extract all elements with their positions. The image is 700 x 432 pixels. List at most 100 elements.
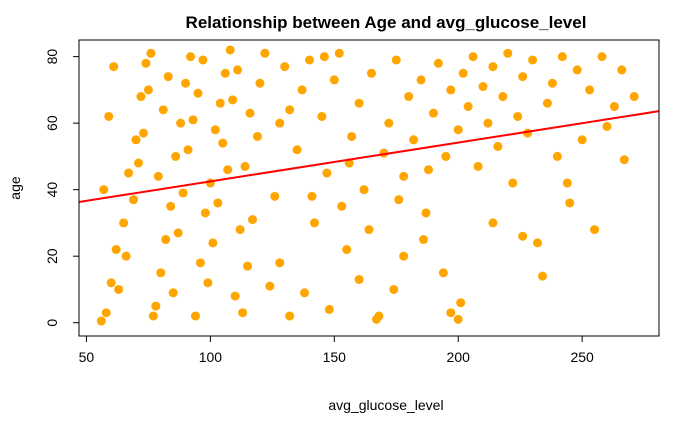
- data-point: [438, 268, 448, 278]
- data-point: [366, 68, 376, 78]
- data-point: [168, 288, 178, 298]
- data-point: [478, 82, 488, 92]
- data-point: [364, 225, 374, 235]
- data-point: [513, 111, 523, 121]
- data-point: [359, 185, 369, 195]
- data-point: [292, 145, 302, 155]
- data-point: [245, 108, 255, 118]
- data-point: [106, 278, 116, 288]
- data-point: [446, 308, 456, 318]
- data-point: [421, 208, 431, 218]
- data-point: [533, 238, 543, 248]
- data-point: [248, 215, 258, 225]
- data-point: [285, 105, 295, 115]
- data-point: [508, 178, 518, 188]
- data-point: [354, 98, 364, 108]
- data-point: [329, 75, 339, 85]
- data-point: [619, 155, 629, 165]
- x-tick-label: 150: [323, 349, 347, 365]
- data-point: [337, 201, 347, 211]
- data-point: [590, 225, 600, 235]
- data-point: [297, 85, 307, 95]
- data-point: [433, 58, 443, 68]
- data-point: [384, 118, 394, 128]
- data-point: [235, 225, 245, 235]
- data-point: [99, 185, 109, 195]
- data-point: [129, 195, 139, 205]
- x-axis: 50 100 150 200 250: [79, 335, 594, 365]
- data-point: [458, 68, 468, 78]
- data-point: [441, 151, 451, 161]
- data-point: [305, 55, 315, 65]
- data-point: [133, 158, 143, 168]
- data-point: [473, 161, 483, 171]
- data-point: [151, 301, 161, 311]
- data-point: [119, 218, 129, 228]
- data-point: [178, 188, 188, 198]
- data-point: [446, 85, 456, 95]
- data-point: [171, 151, 181, 161]
- data-point: [158, 105, 168, 115]
- data-point: [552, 151, 562, 161]
- data-point: [562, 178, 572, 188]
- data-point: [203, 278, 213, 288]
- data-point: [161, 235, 171, 245]
- data-point: [109, 62, 119, 72]
- data-point: [518, 72, 528, 82]
- data-point: [463, 102, 473, 112]
- data-point: [156, 268, 166, 278]
- data-point: [602, 121, 612, 131]
- data-point: [173, 228, 183, 238]
- data-point: [260, 48, 270, 58]
- data-point: [96, 316, 106, 326]
- data-point: [322, 168, 332, 178]
- data-point: [453, 314, 463, 324]
- data-point: [416, 75, 426, 85]
- regression-line: [78, 110, 660, 203]
- data-point: [208, 238, 218, 248]
- data-point: [428, 108, 438, 118]
- data-point: [255, 78, 265, 88]
- data-point: [223, 165, 233, 175]
- data-point: [577, 135, 587, 145]
- data-point: [136, 92, 146, 102]
- data-point: [547, 78, 557, 88]
- data-point: [243, 261, 253, 271]
- data-point: [423, 165, 433, 175]
- data-point: [456, 298, 466, 308]
- data-point: [205, 178, 215, 188]
- data-point: [542, 98, 552, 108]
- data-point: [141, 58, 151, 68]
- data-point: [146, 48, 156, 58]
- data-point: [409, 135, 419, 145]
- data-point: [483, 118, 493, 128]
- data-point: [342, 245, 352, 255]
- data-point: [176, 118, 186, 128]
- data-point: [391, 55, 401, 65]
- data-point: [317, 111, 327, 121]
- data-point: [181, 78, 191, 88]
- data-point: [319, 52, 329, 62]
- data-point: [215, 98, 225, 108]
- data-point: [131, 135, 141, 145]
- y-tick-label: 0: [44, 319, 60, 327]
- data-point: [183, 145, 193, 155]
- data-point: [347, 131, 357, 141]
- data-point: [354, 274, 364, 284]
- data-point: [498, 92, 508, 102]
- data-point: [399, 171, 409, 181]
- data-point: [104, 111, 114, 121]
- data-point: [609, 102, 619, 112]
- y-axis-label: age: [7, 176, 23, 200]
- data-point: [270, 191, 280, 201]
- data-point: [252, 131, 262, 141]
- x-axis-label: avg_glucose_level: [328, 397, 443, 413]
- data-point: [488, 62, 498, 72]
- x-tick-label: 250: [570, 349, 594, 365]
- data-point: [399, 251, 409, 261]
- data-point: [468, 52, 478, 62]
- data-point: [230, 291, 240, 301]
- data-point: [324, 304, 334, 314]
- data-point: [233, 65, 243, 75]
- data-point: [518, 231, 528, 241]
